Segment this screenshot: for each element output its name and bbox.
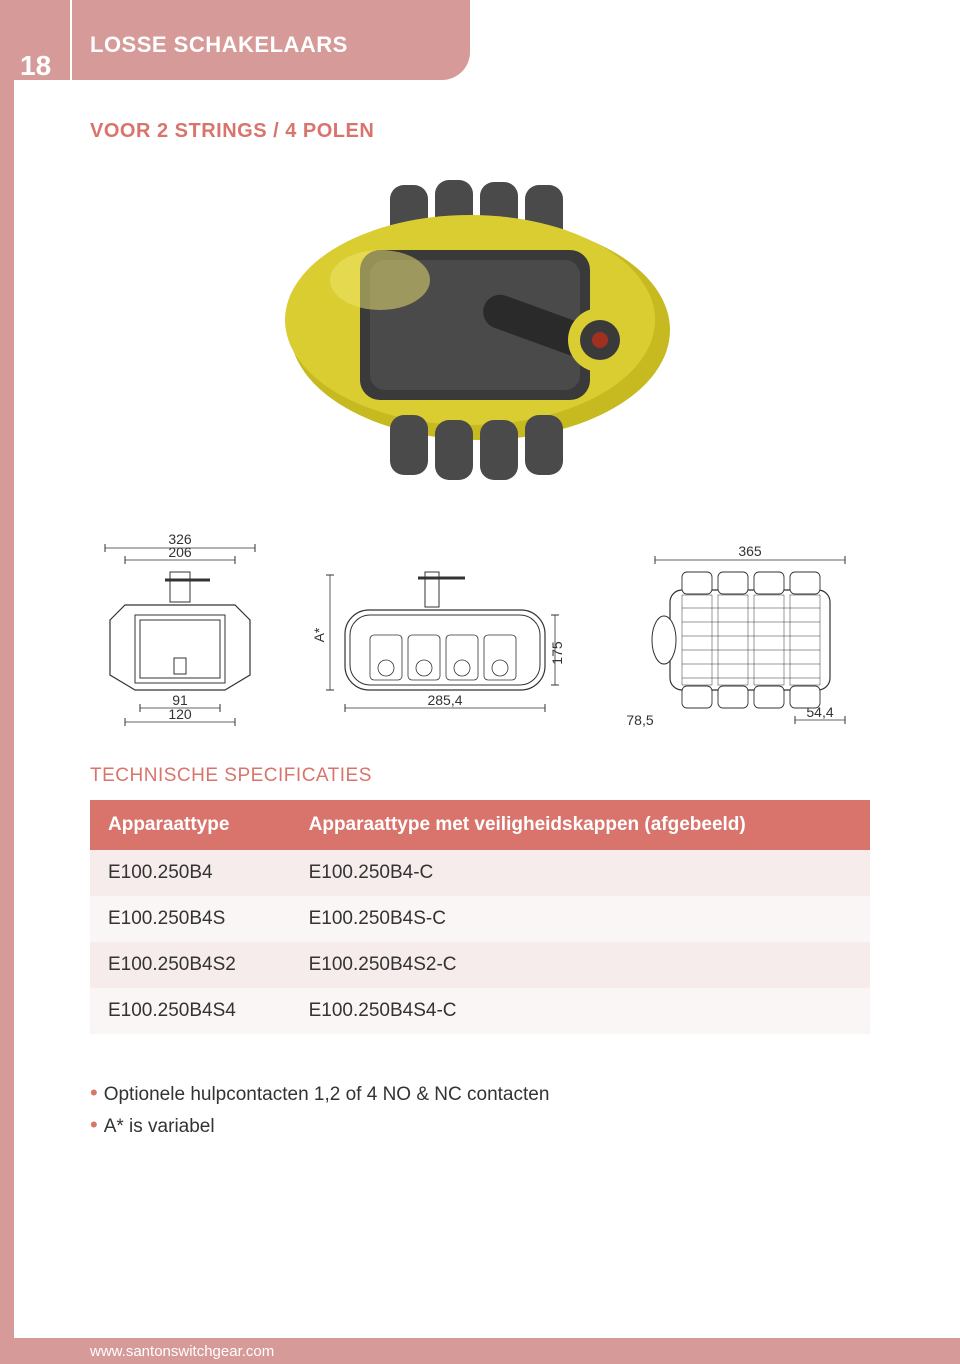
subtitle: VOOR 2 STRINGS / 4 POLEN — [90, 120, 374, 143]
dim-78-5: 78,5 — [626, 712, 653, 728]
bullet-list: • Optionele hulpcontacten 1,2 of 4 NO & N… — [90, 1080, 549, 1144]
product-render — [260, 170, 700, 490]
bullet-text: A* is variabel — [104, 1116, 215, 1137]
bullet-text: Optionele hulpcontacten 1,2 of 4 NO & NC… — [104, 1084, 550, 1105]
bullet-dot-icon: • — [90, 1112, 98, 1137]
dim-120: 120 — [168, 706, 192, 722]
table-row: E100.250B4S2 E100.250B4S2-C — [90, 942, 870, 988]
dim-206: 206 — [168, 544, 192, 560]
dim-54-4: 54,4 — [806, 704, 833, 720]
technical-drawings: 326 206 91 120 A* — [80, 530, 880, 730]
cell: E100.250B4 — [90, 850, 291, 896]
table-row: E100.250B4S4 E100.250B4S4-C — [90, 988, 870, 1034]
specs-title: TECHNISCHE SPECIFICATIES — [90, 765, 372, 787]
header-divider — [70, 0, 72, 80]
dim-365: 365 — [738, 543, 762, 559]
bullet-dot-icon: • — [90, 1080, 98, 1105]
table-row: E100.250B4 E100.250B4-C — [90, 850, 870, 896]
bullet-item: • A* is variabel — [90, 1112, 549, 1138]
cell: E100.250B4-C — [291, 850, 870, 896]
bullet-item: • Optionele hulpcontacten 1,2 of 4 NO & N… — [90, 1080, 549, 1106]
col-header-0: Apparaattype — [90, 800, 291, 850]
footer-url: www.santonswitchgear.com — [90, 1343, 274, 1360]
dim-285: 285,4 — [427, 692, 462, 708]
dim-a-star: A* — [311, 627, 327, 642]
cell: E100.250B4S4-C — [291, 988, 870, 1034]
page-number: 18 — [20, 50, 51, 82]
header-title: LOSSE SCHAKELAARS — [90, 32, 348, 58]
table-row: E100.250B4S E100.250B4S-C — [90, 896, 870, 942]
specs-table: Apparaattype Apparaattype met veilig­hei… — [90, 800, 870, 1034]
cell: E100.250B4S — [90, 896, 291, 942]
cell: E100.250B4S2-C — [291, 942, 870, 988]
left-accent-bar — [0, 0, 14, 1338]
dim-175: 175 — [549, 641, 565, 665]
cell: E100.250B4S4 — [90, 988, 291, 1034]
col-header-1: Apparaattype met veilig­heidskappen (afg… — [291, 800, 870, 850]
cell: E100.250B4S2 — [90, 942, 291, 988]
cell: E100.250B4S-C — [291, 896, 870, 942]
